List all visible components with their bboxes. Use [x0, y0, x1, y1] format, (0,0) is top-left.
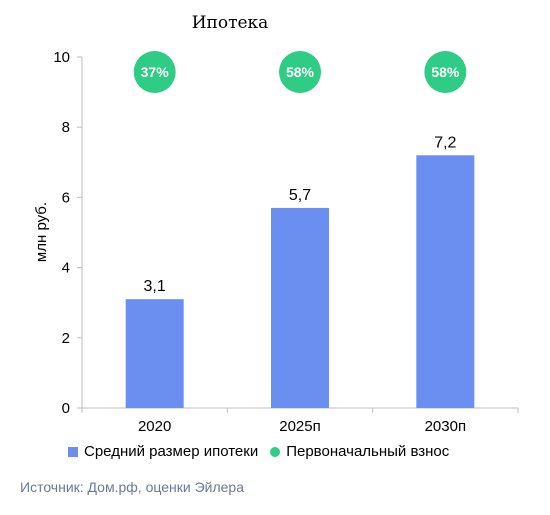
y-tick-label: 10	[53, 49, 70, 66]
y-tick-label: 4	[62, 260, 70, 277]
bar-value-label: 3,1	[144, 278, 166, 295]
legend: Средний размер ипотеки Первоначальный вз…	[68, 443, 461, 460]
legend-item-mortgage: Средний размер ипотеки	[68, 443, 258, 460]
bar-1	[271, 207, 329, 408]
bar-0	[125, 299, 184, 408]
legend-label-downpayment: Первоначальный взнос	[286, 443, 450, 460]
y-tick-label: 8	[62, 119, 70, 136]
legend-swatch-downpayment	[270, 446, 281, 457]
downpayment-badge	[133, 51, 176, 93]
downpayment-badge-label: 37%	[141, 64, 170, 80]
x-tick-label: 2025п	[279, 418, 321, 435]
legend-label-mortgage: Средний размер ипотеки	[84, 443, 259, 460]
y-tick-label: 6	[62, 189, 70, 206]
bar-value-label: 7,2	[434, 134, 456, 151]
y-tick-label: 2	[62, 330, 70, 347]
bar-2	[416, 155, 475, 408]
source-note: Источник: Дом.рф, оценки Эйлера	[20, 479, 244, 495]
legend-item-downpayment: Первоначальный взнос	[270, 443, 449, 460]
y-axis-label: млн руб.	[33, 202, 50, 262]
downpayment-badge-label: 58%	[431, 64, 460, 80]
downpayment-badge	[424, 51, 467, 93]
chart-title: Ипотека	[192, 13, 269, 33]
bar-value-label: 5,7	[289, 187, 311, 204]
x-tick-label: 2030п	[425, 418, 467, 435]
y-tick-label: 0	[62, 400, 70, 417]
downpayment-badge-label: 58%	[286, 64, 315, 80]
legend-swatch-mortgage	[68, 446, 78, 457]
downpayment-badge	[279, 51, 321, 93]
x-tick-label: 2020	[138, 418, 171, 435]
